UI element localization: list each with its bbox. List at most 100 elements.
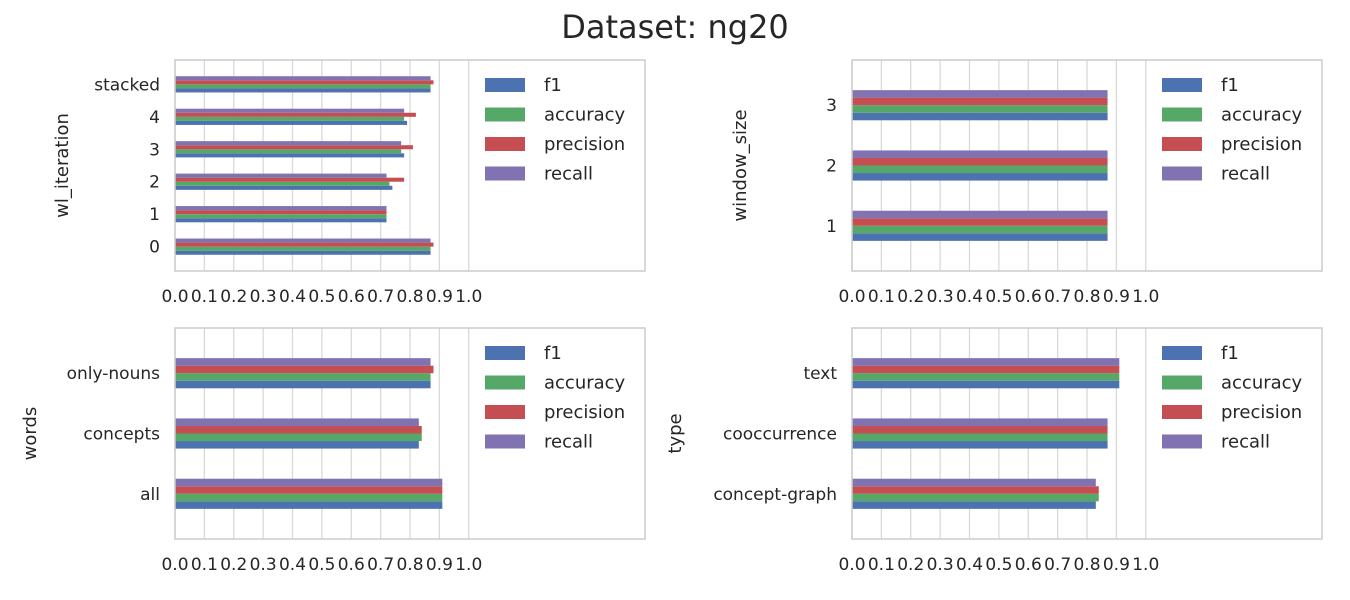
x-tick-label: 0.0 (161, 287, 188, 307)
legend-swatch-accuracy (485, 108, 525, 122)
bar-precision (852, 366, 1119, 374)
legend-label-f1: f1 (1221, 343, 1239, 364)
legend-swatch-f1 (485, 346, 525, 360)
y-axis-label: type (665, 413, 686, 453)
legend-swatch-accuracy (1162, 376, 1202, 390)
x-tick-label: 0.1 (868, 555, 895, 575)
y-tick-label: concepts (83, 425, 160, 445)
x-tick-label: 0.2 (897, 287, 924, 307)
bar-f1 (852, 441, 1108, 449)
x-tick-label: 0.5 (308, 287, 335, 307)
bar-accuracy (175, 494, 442, 502)
bar-f1 (175, 501, 442, 509)
x-tick-label: 0.2 (220, 287, 247, 307)
y-tick-label: 0 (149, 238, 160, 258)
bar-f1 (175, 186, 392, 190)
bar-accuracy (852, 434, 1108, 442)
legend-label-recall: recall (544, 164, 593, 185)
bar-accuracy (175, 149, 401, 153)
bar-f1 (175, 88, 431, 92)
x-tick-label: 0.4 (279, 555, 306, 575)
bar-f1 (175, 441, 419, 449)
legend-swatch-precision (485, 405, 525, 419)
x-tick-label: 0.9 (426, 287, 453, 307)
bar-accuracy (852, 494, 1099, 502)
y-axis-label: window_size (730, 109, 751, 221)
legend-swatch-accuracy (1162, 108, 1202, 122)
legend-swatch-f1 (485, 78, 525, 92)
bar-f1 (852, 233, 1108, 241)
bar-recall (175, 358, 431, 366)
x-tick-label: 0.8 (396, 287, 423, 307)
legend-label-recall: recall (1221, 432, 1270, 453)
bar-accuracy (175, 117, 404, 121)
legend-swatch-recall (485, 167, 525, 181)
y-tick-label: all (140, 485, 160, 505)
y-tick-label: 3 (826, 96, 837, 116)
x-tick-label: 0.3 (250, 287, 277, 307)
legend-swatch-accuracy (485, 376, 525, 390)
legend-label-recall: recall (544, 432, 593, 453)
bar-f1 (175, 121, 407, 125)
figure-title: Dataset: ng20 (561, 8, 789, 46)
bar-accuracy (175, 373, 431, 381)
bar-recall (852, 150, 1108, 158)
y-tick-label: 1 (826, 217, 837, 237)
bar-recall (175, 141, 401, 145)
bar-precision (852, 426, 1108, 434)
bar-f1 (852, 113, 1108, 121)
bar-recall (852, 211, 1108, 219)
legend-swatch-recall (1162, 167, 1202, 181)
bar-precision (852, 98, 1108, 106)
bar-recall (175, 174, 387, 178)
bar-f1 (852, 173, 1108, 181)
y-tick-label: only-nouns (67, 364, 161, 384)
bar-f1 (175, 381, 431, 389)
bar-f1 (175, 251, 431, 255)
legend-label-f1: f1 (544, 75, 562, 96)
bar-precision (852, 158, 1108, 166)
x-tick-label: 1.0 (455, 287, 482, 307)
bar-precision (175, 426, 422, 434)
x-tick-label: 0.5 (308, 555, 335, 575)
subplot-window_size: 1 2 3 0.0 0.1 0.2 0.3 0.4 0.5 0.6 0.7 0.8 0.9 1.0 wind… (730, 60, 1322, 307)
bar-f1 (852, 501, 1096, 509)
bar-recall (175, 109, 404, 113)
y-axis-label: wl_iteration (52, 113, 73, 218)
bar-recall (852, 90, 1108, 98)
bar-f1 (175, 218, 387, 222)
x-tick-label: 0.4 (956, 555, 983, 575)
legend-label-accuracy: accuracy (1221, 373, 1303, 394)
bar-accuracy (175, 214, 387, 218)
y-tick-label: 2 (149, 173, 160, 193)
x-tick-label: 0.3 (250, 555, 277, 575)
bar-accuracy (852, 166, 1108, 174)
x-tick-label: 0.6 (338, 555, 365, 575)
legend-label-accuracy: accuracy (1221, 105, 1303, 126)
x-tick-label: 1.0 (455, 555, 482, 575)
legend-label-precision: precision (544, 402, 625, 423)
bar-recall (852, 418, 1108, 426)
x-tick-label: 0.1 (191, 555, 218, 575)
bar-accuracy (852, 105, 1108, 113)
bar-accuracy (852, 226, 1108, 234)
bar-precision (175, 145, 413, 149)
bar-precision (175, 366, 434, 374)
bar-precision (175, 210, 387, 214)
x-tick-label: 0.5 (985, 287, 1012, 307)
x-tick-label: 0.1 (191, 287, 218, 307)
x-tick-label: 0.7 (1044, 555, 1071, 575)
x-tick-label: 0.8 (396, 555, 423, 575)
y-axis-label: words (20, 407, 41, 461)
x-tick-label: 0.5 (985, 555, 1012, 575)
bar-recall (175, 239, 431, 243)
legend-label-f1: f1 (544, 343, 562, 364)
x-tick-label: 0.6 (1015, 287, 1042, 307)
legend-label-accuracy: accuracy (544, 373, 626, 394)
legend-label-precision: precision (544, 134, 625, 155)
x-tick-label: 0.7 (367, 287, 394, 307)
x-tick-label: 0.6 (1015, 555, 1042, 575)
bar-recall (175, 418, 419, 426)
